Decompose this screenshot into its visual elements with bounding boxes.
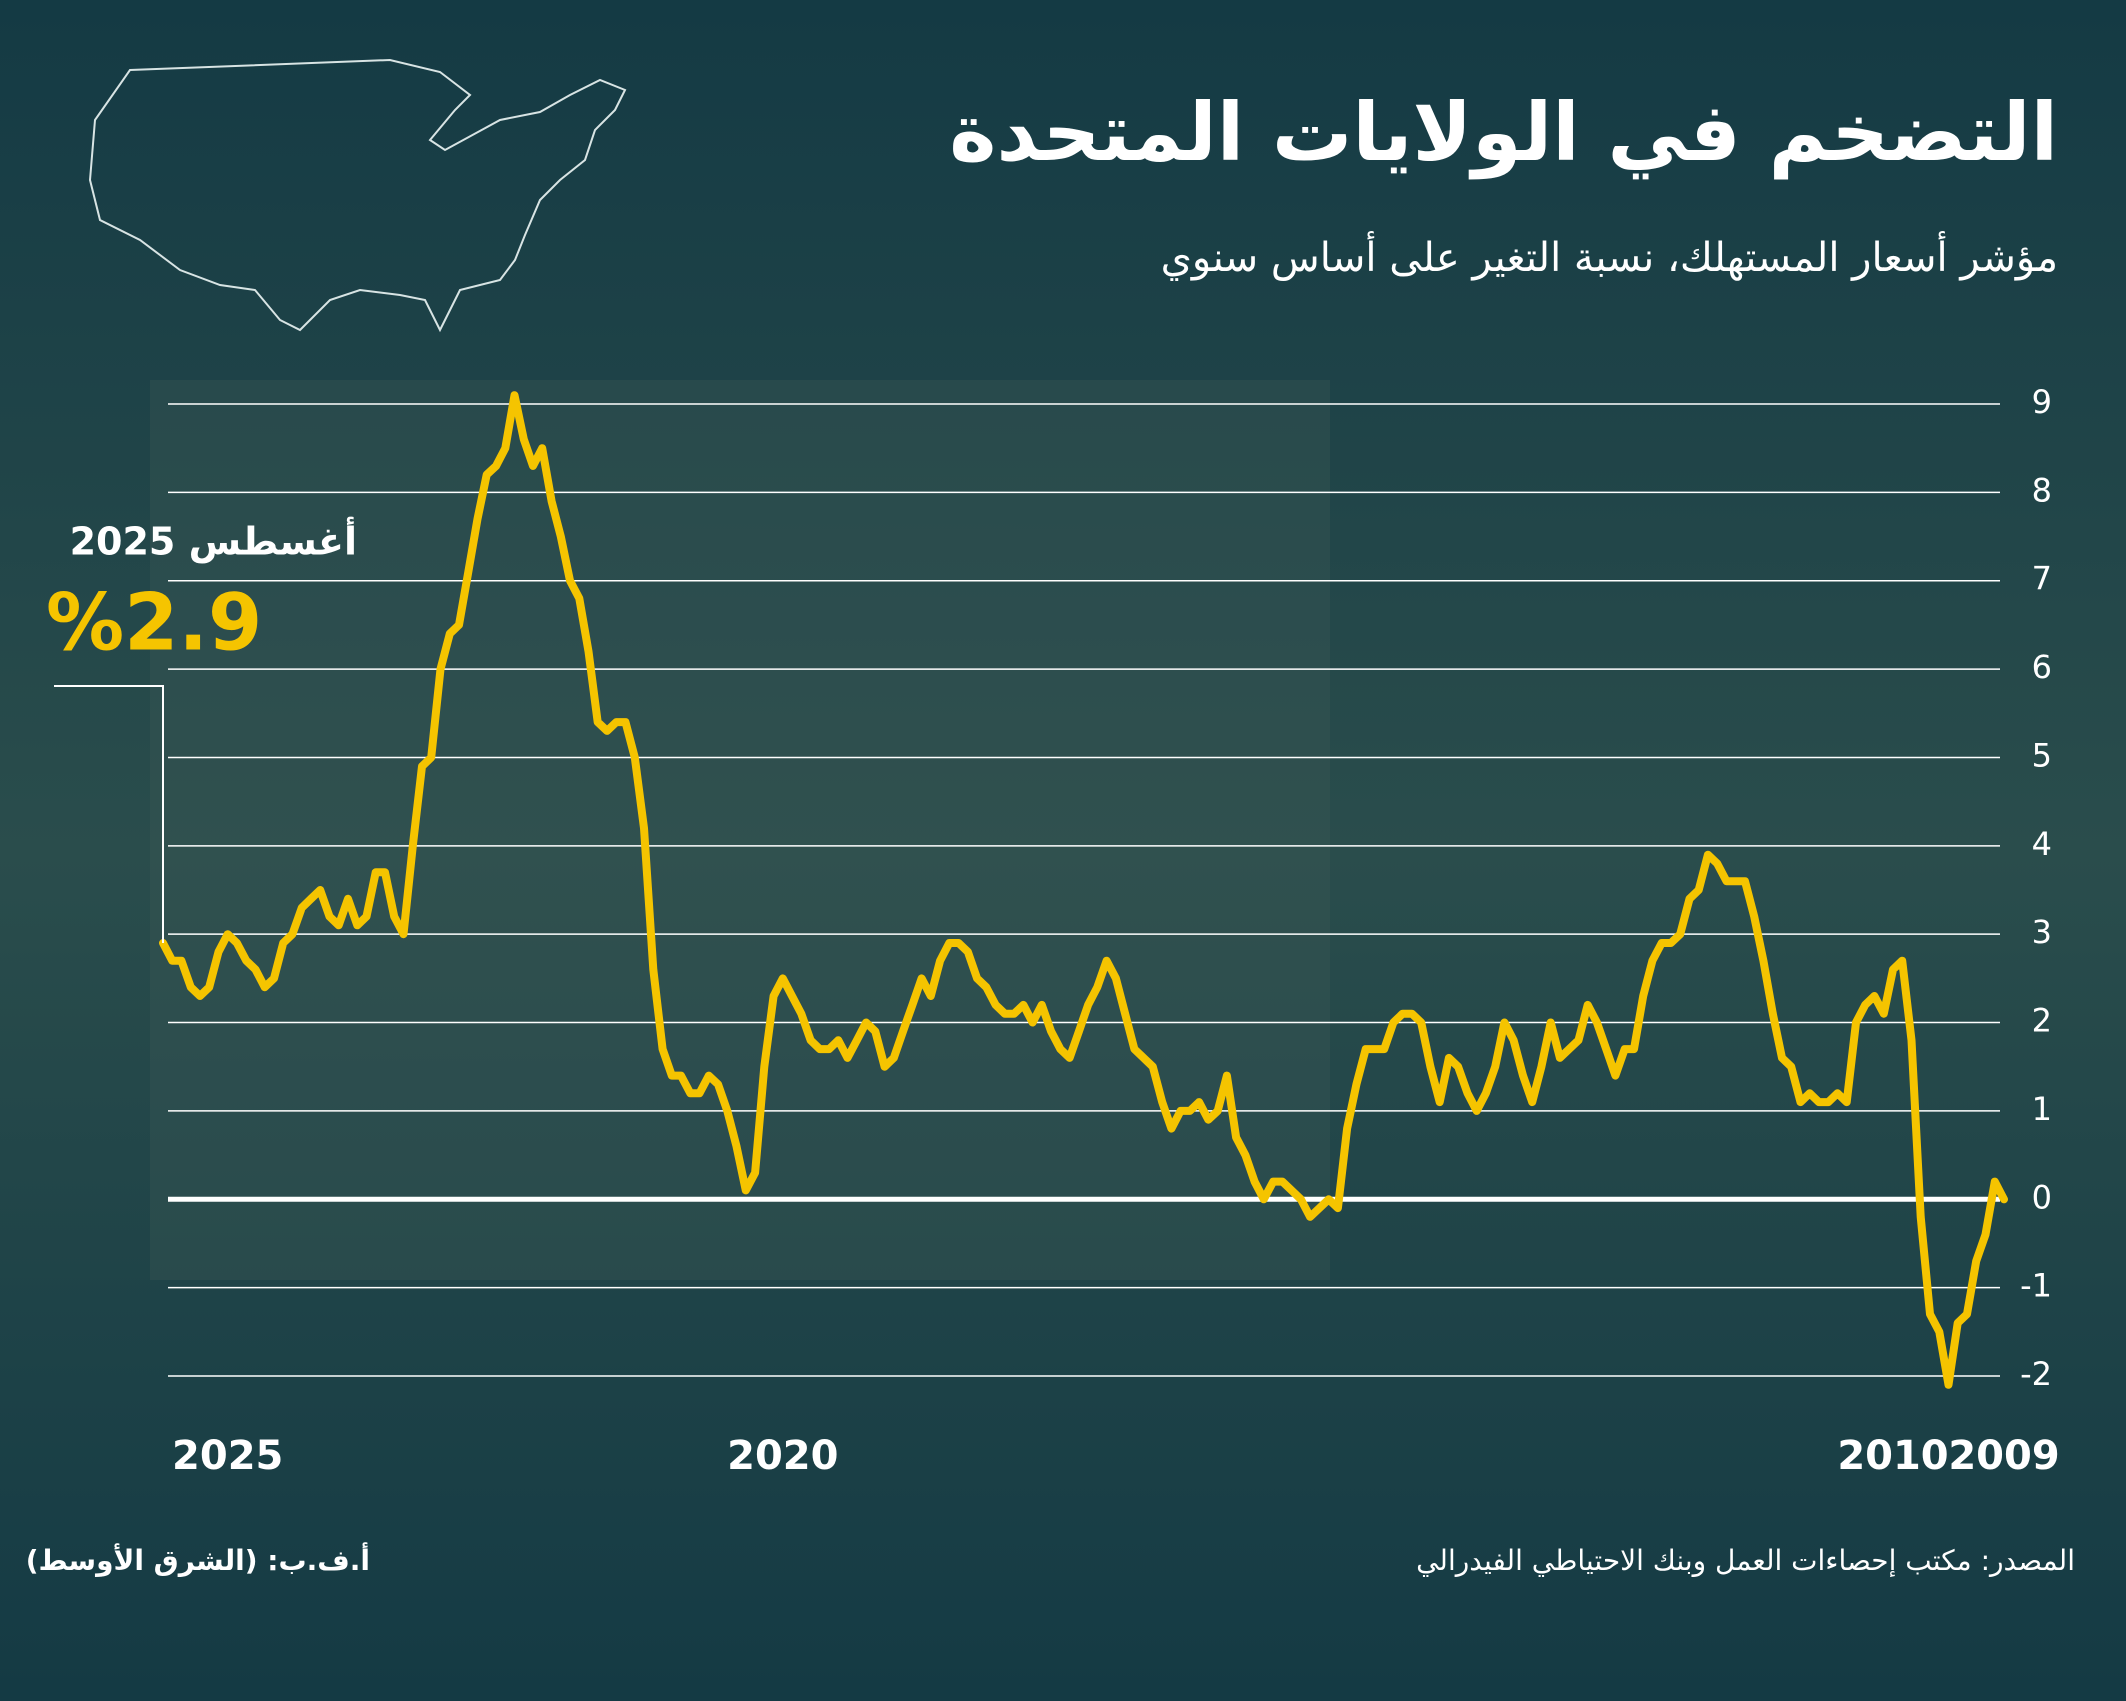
y-tick-label: 1 (2032, 1090, 2052, 1128)
y-tick-label: 4 (2032, 825, 2052, 863)
annotation-connector (54, 685, 164, 944)
us-map (88, 58, 627, 333)
y-tick-label: 0 (2032, 1178, 2052, 1216)
y-tick-label: 6 (2032, 648, 2052, 686)
x-tick-label: 2025 (172, 1433, 283, 1479)
credit: أ.ف.ب: (الشرق الأوسط) (26, 1542, 370, 1577)
y-tick-label: 5 (2032, 736, 2052, 774)
y-tick-label: 9 (2032, 383, 2052, 421)
x-tick-label: 2009 (1948, 1433, 2059, 1479)
series-line (159, 391, 2008, 1389)
x-tick-label: 2020 (727, 1433, 838, 1479)
chart-title: التضخم في الولايات المتحدة (949, 86, 2058, 180)
photo-backdrop (150, 380, 1330, 1280)
x-tick-label: 2010 (1837, 1433, 1948, 1479)
source: المصدر: مكتب إحصاءات العمل وبنك الاحتياط… (1416, 1544, 2075, 1577)
y-tick-label: -1 (2020, 1267, 2052, 1305)
y-tick-label: 2 (2032, 1002, 2052, 1040)
y-tick-label: -2 (2020, 1355, 2052, 1393)
annotation-text: أغسطس 2025 (70, 517, 357, 564)
y-tick-label: 3 (2032, 913, 2052, 951)
chart-subtitle: مؤشر أسعار المستهلك، نسبة التغير على أسا… (1161, 231, 2058, 281)
y-tick-label: 8 (2032, 471, 2052, 509)
annotation-value: %2.9 (46, 578, 262, 668)
y-tick-label: 7 (2032, 560, 2052, 598)
